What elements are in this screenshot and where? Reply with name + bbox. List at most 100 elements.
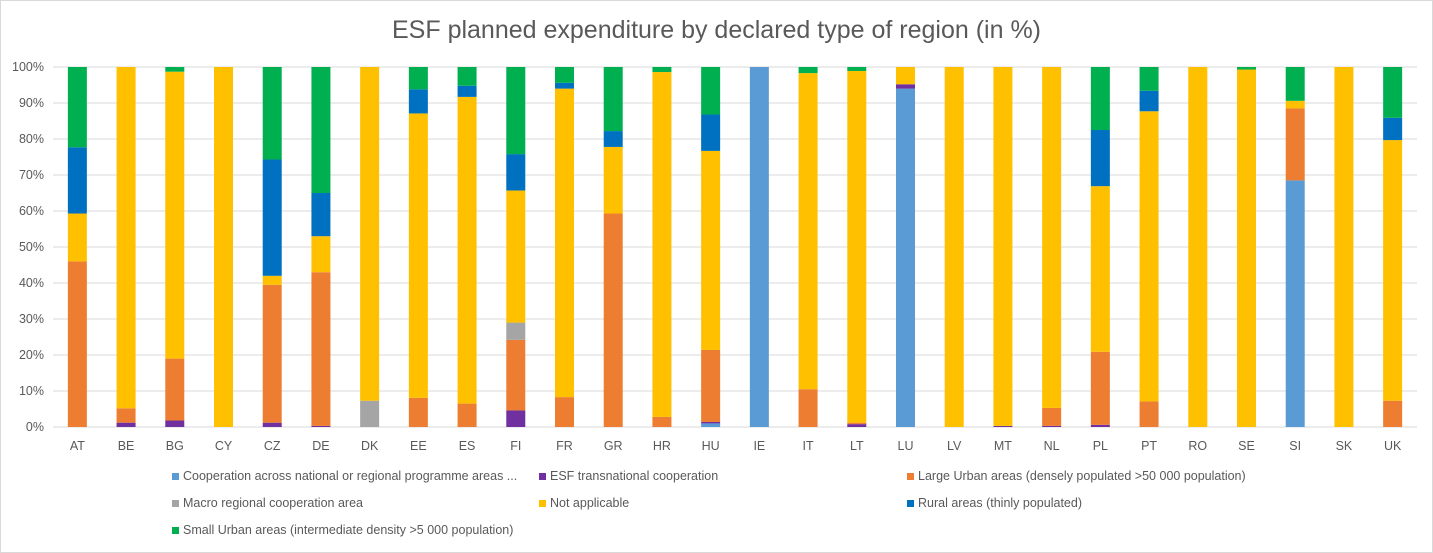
y-tick-label: 80% — [19, 132, 44, 146]
bar-segment — [1090, 130, 1110, 187]
bar-segment — [847, 424, 867, 427]
x-tick-label: SI — [1289, 439, 1301, 453]
bar-segment — [408, 67, 428, 90]
bar-segment — [1139, 401, 1159, 427]
bar-segment — [116, 408, 136, 423]
y-tick-label: 40% — [19, 276, 44, 290]
chart-title: ESF planned expenditure by declared type… — [392, 16, 1041, 44]
y-tick-label: 90% — [19, 96, 44, 110]
bar-segment — [652, 67, 672, 73]
bar-segment — [457, 96, 477, 404]
bar-segment — [1237, 67, 1256, 70]
bar-segment — [408, 113, 428, 398]
bar-segment — [165, 71, 185, 359]
x-tick-label: GR — [604, 439, 623, 453]
bar-segment — [1042, 407, 1062, 426]
bar-segment — [506, 67, 526, 155]
bar-segment — [506, 339, 526, 411]
x-tick-label: NL — [1044, 439, 1060, 453]
bar-segment — [847, 70, 867, 423]
bar-segment — [1090, 67, 1110, 130]
bar-segment — [506, 322, 526, 340]
bar-segment — [262, 422, 282, 427]
y-tick-label: 60% — [19, 204, 44, 218]
x-tick-label: DE — [312, 439, 329, 453]
bar-segment — [652, 416, 672, 427]
x-tick-label: AT — [70, 439, 85, 453]
bar-segment — [1042, 425, 1062, 427]
x-tick-label: HU — [702, 439, 720, 453]
bar-segment — [116, 422, 136, 427]
bar-segment — [701, 423, 721, 427]
bar-segment — [1383, 67, 1403, 118]
x-tick-label: CZ — [264, 439, 281, 453]
bar-segment — [555, 82, 574, 89]
bar-segment — [555, 397, 574, 427]
bar-segment — [993, 425, 1013, 427]
bar-segment — [1090, 186, 1110, 352]
bar-segment — [896, 67, 915, 85]
bar-segment — [1090, 424, 1110, 427]
bar-segment — [506, 410, 526, 427]
x-tick-label: HR — [653, 439, 671, 453]
x-tick-label: RO — [1188, 439, 1207, 453]
bar-segment — [262, 159, 282, 276]
x-tick-label: PL — [1093, 439, 1108, 453]
y-tick-label: 70% — [19, 168, 44, 182]
bar-segment — [262, 284, 282, 423]
bar-segment — [457, 67, 477, 86]
bar-segment — [1285, 180, 1305, 427]
x-tick-label: CY — [215, 439, 233, 453]
bar-segment — [67, 147, 87, 214]
bar-segment — [67, 213, 87, 262]
bar-segment — [555, 67, 574, 83]
bar-segment — [165, 420, 185, 427]
x-tick-label: IT — [803, 439, 814, 453]
bar-segment — [1090, 351, 1110, 425]
bar-segment — [603, 213, 623, 427]
y-tick-label: 0% — [26, 420, 44, 434]
bar-segment — [603, 67, 623, 132]
bar-segment — [262, 275, 282, 285]
x-tick-label: LU — [898, 439, 914, 453]
bar-segment — [896, 88, 915, 427]
x-tick-label: PT — [1141, 439, 1157, 453]
bar-segment — [262, 67, 282, 160]
bar-segment — [311, 272, 331, 426]
bar-segment — [1139, 67, 1159, 91]
bar-segment — [311, 67, 331, 193]
bar-segment — [1188, 67, 1208, 427]
x-tick-label: EE — [410, 439, 427, 453]
bar-segment — [506, 190, 526, 323]
bar-segment — [701, 349, 721, 422]
y-tick-label: 20% — [19, 348, 44, 362]
bar-segment — [701, 150, 721, 350]
bar-segment — [652, 72, 672, 417]
x-tick-label: FR — [556, 439, 573, 453]
bar-segment — [311, 193, 331, 237]
bar-segment — [311, 236, 331, 273]
bar-segment — [944, 67, 964, 427]
bar-segment — [798, 67, 818, 74]
bar-segment — [603, 146, 623, 214]
bar-segment — [896, 84, 915, 89]
bar-segment — [457, 403, 477, 427]
bar-segment — [360, 67, 380, 401]
x-tick-label: ES — [459, 439, 476, 453]
y-tick-label: 30% — [19, 312, 44, 326]
y-tick-label: 100% — [12, 60, 44, 74]
bar-segment — [1285, 100, 1305, 109]
bar-segment — [1237, 69, 1256, 428]
x-tick-label: BG — [166, 439, 184, 453]
bar-segment — [603, 131, 623, 147]
bar-segment — [798, 73, 818, 390]
bar-segment — [1139, 111, 1159, 402]
x-tick-label: IE — [753, 439, 765, 453]
bar-segment — [749, 67, 769, 427]
bar-segment — [67, 67, 87, 148]
bar-segment — [67, 261, 87, 427]
bar-segment — [1042, 67, 1062, 408]
bar-segment — [408, 397, 428, 427]
bar-segment — [360, 400, 380, 427]
